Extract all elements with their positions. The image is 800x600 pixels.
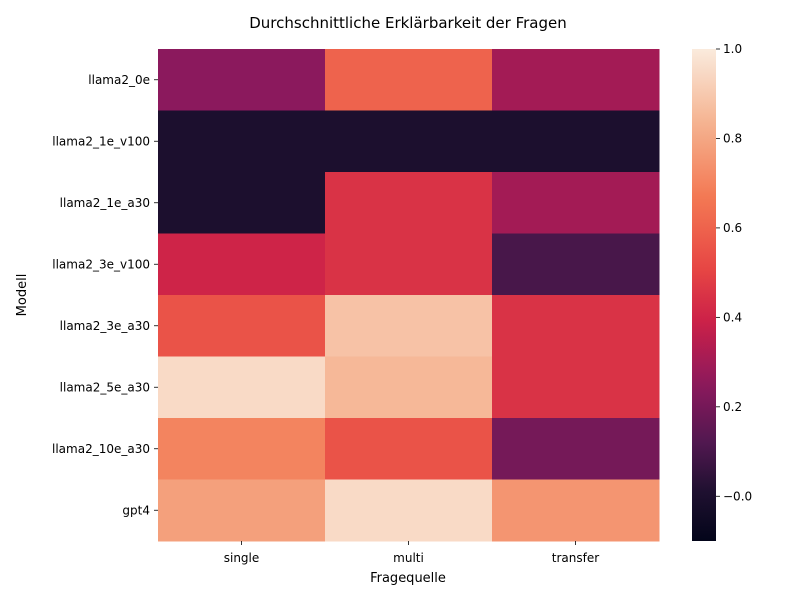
y-tick-label: llama2_5e_a30 (60, 380, 150, 394)
y-axis-label: Modell (15, 274, 30, 317)
heatmap-cell (492, 49, 660, 111)
y-tick-label: llama2_1e_a30 (60, 196, 150, 210)
x-tick-label: multi (393, 551, 424, 565)
heatmap-cell (492, 233, 660, 296)
colorbar-tick-label: 0.6 (723, 221, 742, 235)
heatmap-cell (158, 49, 326, 111)
y-tick-label: gpt4 (122, 503, 150, 517)
heatmap-cell (325, 295, 493, 357)
colorbar-tick-label: 0.2 (723, 400, 742, 414)
colorbar-tick-label: −0.0 (723, 489, 752, 503)
x-axis-label: Fragequelle (370, 571, 446, 586)
heatmap-cell (492, 479, 660, 542)
heatmap-cell (492, 418, 660, 480)
y-tick-label: llama2_3e_v100 (52, 257, 150, 271)
colorbar-tick-label: 1.0 (723, 42, 742, 56)
chart-title: Durchschnittliche Erklärbarkeit der Frag… (249, 14, 567, 32)
heatmap-cell (492, 295, 660, 357)
heatmap-cell (325, 418, 493, 480)
heatmap-cell (158, 110, 326, 173)
heatmap-cell (325, 172, 493, 234)
heatmap-cell (492, 172, 660, 234)
y-tick-label: llama2_10e_a30 (52, 442, 150, 456)
heatmap-cell (325, 356, 493, 419)
colorbar-tick-label: 0.8 (723, 131, 742, 145)
heatmap-cell (158, 295, 326, 357)
colorbar-bar (692, 49, 716, 541)
heatmap-cell (325, 233, 493, 296)
y-tick-label: llama2_1e_v100 (52, 134, 150, 148)
colorbar-tick-label: 0.4 (723, 310, 742, 324)
x-tick-label: transfer (552, 551, 599, 565)
heatmap-cell (325, 49, 493, 111)
heatmap-cell (158, 172, 326, 234)
x-tick-label: single (224, 551, 260, 565)
heatmap-cell (158, 233, 326, 296)
y-tick-label: llama2_0e (88, 73, 150, 87)
y-tick-label: llama2_3e_a30 (60, 319, 150, 333)
heatmap-cell (325, 479, 493, 542)
y-axis-ticks: llama2_0e llama2_1e_v100 llama2_1e_a30llam… (52, 73, 158, 517)
heatmap-cell (158, 418, 326, 480)
heatmap-cells (158, 49, 660, 542)
heatmap-cell (158, 356, 326, 419)
colorbar: −0.0 0.2 0.4 0.6 0.8 1.0 (692, 42, 752, 541)
x-axis-ticks: single multi transfer (224, 541, 599, 565)
heatmap-cell (492, 110, 660, 173)
heatmap-cell (325, 110, 493, 173)
heatmap-cell (492, 356, 660, 419)
heatmap-cell (158, 479, 326, 542)
